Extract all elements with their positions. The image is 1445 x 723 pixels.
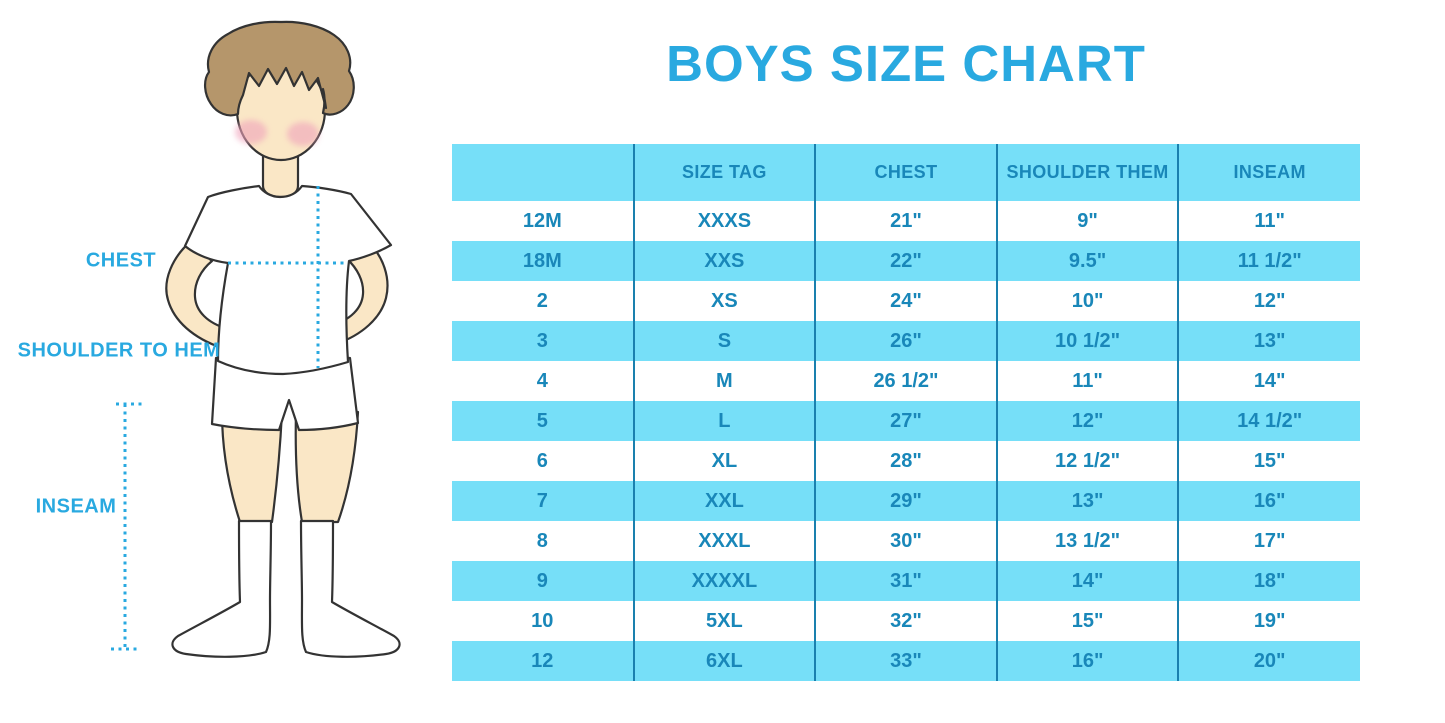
boy-left-sock [171, 519, 273, 658]
boy-shorts [210, 356, 360, 432]
column-header: SIZE TAG [633, 144, 817, 201]
table-row: 12M XXXS 21" 9" 11" [452, 201, 1360, 241]
table-cell: L [633, 401, 817, 441]
shoulder-to-hem-label: SHOULDER TO HEM [17, 339, 221, 362]
table-row: 6 XL 28" 12 1/2" 15" [452, 441, 1360, 481]
table-cell: 19" [1178, 601, 1360, 641]
table-cell: 9.5" [996, 241, 1180, 281]
table-cell: 2 [452, 281, 635, 321]
size-table-body: 12M XXXS 21" 9" 11" 18M XXS 22" 9.5" 11 1/2" 2 XS 24… [452, 201, 1360, 681]
table-row: 5 L 27" 12" 14 1/2" [452, 401, 1360, 441]
table-row: 8 XXXL 30" 13 1/2" 17" [452, 521, 1360, 561]
chest-label: CHEST [85, 249, 157, 272]
table-cell: XS [633, 281, 817, 321]
size-table-header: SIZE TAG CHEST SHOULDER THEM INSEAM [452, 144, 1360, 201]
table-cell: 27" [815, 401, 998, 441]
boy-illustration [111, 20, 401, 658]
table-cell: M [633, 361, 817, 401]
table-cell: S [633, 321, 817, 361]
table-cell: 21" [815, 201, 998, 241]
table-cell: 30" [815, 521, 998, 561]
table-row: 2 XS 24" 10" 12" [452, 281, 1360, 321]
table-cell: 18M [452, 241, 635, 281]
boy-right-leg [294, 410, 360, 524]
table-cell: 26" [815, 321, 998, 361]
table-cell: 14" [1178, 361, 1360, 401]
table-cell: 12M [452, 201, 635, 241]
table-cell: 12 [452, 641, 635, 681]
inseam-label: INSEAM [35, 495, 117, 518]
table-cell: 7 [452, 481, 635, 521]
column-header: CHEST [815, 144, 998, 201]
table-cell: XXL [633, 481, 817, 521]
table-cell: 31" [815, 561, 998, 601]
table-cell: XXXXL [633, 561, 817, 601]
table-cell: 5 [452, 401, 635, 441]
table-cell: 16" [1178, 481, 1360, 521]
table-cell: 26 1/2" [815, 361, 998, 401]
table-cell: 13" [1178, 321, 1360, 361]
table-cell: 29" [815, 481, 998, 521]
table-cell: 10 1/2" [996, 321, 1180, 361]
boy-left-blush [235, 120, 267, 144]
table-cell: 15" [996, 601, 1180, 641]
table-cell: 14" [996, 561, 1180, 601]
header-row: SIZE TAG CHEST SHOULDER THEM INSEAM [452, 144, 1360, 201]
table-cell: 32" [815, 601, 998, 641]
table-cell: 14 1/2" [1178, 401, 1360, 441]
table-cell: 11" [1178, 201, 1360, 241]
table-cell: XXXL [633, 521, 817, 561]
table-cell: 16" [996, 641, 1180, 681]
table-cell: 6 [452, 441, 635, 481]
table-cell: 28" [815, 441, 998, 481]
table-cell: 13" [996, 481, 1180, 521]
table-cell: 24" [815, 281, 998, 321]
column-header: INSEAM [1178, 144, 1360, 201]
table-cell: 10 [452, 601, 635, 641]
table-row: 7 XXL 29" 13" 16" [452, 481, 1360, 521]
size-table: SIZE TAG CHEST SHOULDER THEM INSEAM 12M XXXS… [452, 144, 1360, 681]
table-cell: 12" [996, 401, 1180, 441]
page-title: BOYS SIZE CHART [666, 35, 1146, 92]
boy-hair [204, 20, 355, 117]
table-cell: 11" [996, 361, 1180, 401]
table-cell: 12" [1178, 281, 1360, 321]
table-row: 18M XXS 22" 9.5" 11 1/2" [452, 241, 1360, 281]
table-row: 4 M 26 1/2" 11" 14" [452, 361, 1360, 401]
table-cell: 12 1/2" [996, 441, 1180, 481]
table-cell: 10" [996, 281, 1180, 321]
table-cell: 18" [1178, 561, 1360, 601]
table-cell: 6XL [633, 641, 817, 681]
boy-right-blush [287, 122, 319, 146]
table-row: 3 S 26" 10 1/2" 13" [452, 321, 1360, 361]
table-row: 10 5XL 32" 15" 19" [452, 601, 1360, 641]
column-header: SHOULDER THEM [996, 144, 1180, 201]
table-cell: 20" [1178, 641, 1360, 681]
table-cell: 11 1/2" [1178, 241, 1360, 281]
table-cell: XXS [633, 241, 817, 281]
column-header [452, 144, 635, 201]
table-cell: 15" [1178, 441, 1360, 481]
table-cell: 17" [1178, 521, 1360, 561]
table-cell: 4 [452, 361, 635, 401]
table-cell: 8 [452, 521, 635, 561]
table-cell: 22" [815, 241, 998, 281]
boy-tshirt [183, 184, 393, 376]
table-row: 9 XXXXL 31" 14" 18" [452, 561, 1360, 601]
boy-right-sock [299, 519, 401, 658]
table-cell: 13 1/2" [996, 521, 1180, 561]
table-cell: 9" [996, 201, 1180, 241]
table-cell: XL [633, 441, 817, 481]
table-cell: 33" [815, 641, 998, 681]
table-cell: 5XL [633, 601, 817, 641]
table-cell: 3 [452, 321, 635, 361]
table-row: 12 6XL 33" 16" 20" [452, 641, 1360, 681]
table-cell: 9 [452, 561, 635, 601]
table-cell: XXXS [633, 201, 817, 241]
